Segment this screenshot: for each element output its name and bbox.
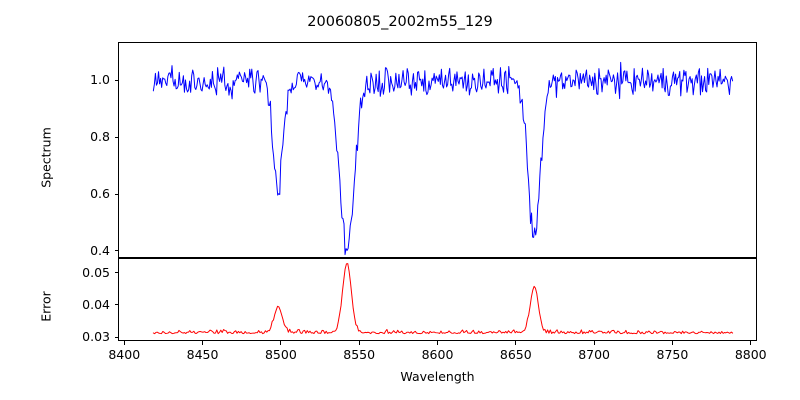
spectrum-y-axis-tick-label: 0.8: [90, 129, 110, 145]
spectrum-y-axis-tick-label: 0.6: [90, 186, 110, 202]
error-y-axis-tick-label: 0.03: [82, 329, 110, 345]
x-axis-tick-label: 8700: [578, 347, 611, 362]
error-y-axis-tick: [114, 336, 118, 338]
x-axis-tick: [436, 341, 439, 345]
error-y-axis-tick-label: 0.05: [82, 264, 110, 280]
x-axis-label: Wavelength: [400, 369, 475, 384]
x-axis-tick-label: 8600: [421, 347, 454, 362]
chart-title: 20060805_2002m55_129: [307, 14, 493, 30]
spectrum-y-axis-label: Spectrum: [38, 127, 54, 188]
spectrum-y-axis-tick: [114, 250, 118, 252]
spectrum-y-axis-tick: [114, 136, 118, 138]
x-axis-tick: [202, 341, 204, 345]
spectrum-y-axis-tick: [114, 79, 118, 81]
x-axis-tick-label: 8450: [186, 347, 219, 362]
error-y-axis-tick: [114, 271, 118, 274]
x-axis-tick: [671, 341, 673, 345]
x-axis-tick: [593, 341, 595, 345]
error-series-svg: [152, 263, 734, 335]
x-axis-tick: [280, 341, 282, 345]
x-axis-tick-label: 8650: [499, 347, 532, 362]
spectrum-y-axis-tick-label: 1.0: [90, 72, 110, 88]
error-y-axis-tick-label: 0.04: [82, 296, 110, 312]
error-y-axis-label: Error: [38, 291, 54, 322]
x-axis-tick: [123, 341, 125, 345]
x-axis-tick-label: 8400: [108, 347, 141, 362]
x-axis-tick-label: 8500: [264, 347, 297, 362]
spectrum-plot-area: [118, 42, 757, 258]
x-axis-tick-label: 8800: [734, 347, 767, 362]
error-plot-area: [118, 258, 757, 341]
x-axis-tick-label: 8550: [343, 347, 376, 362]
x-axis-tick: [358, 341, 360, 345]
error-y-axis-tick: [114, 304, 118, 306]
x-axis-tick: [515, 341, 517, 345]
spectrum-series-svg: [152, 61, 734, 256]
spectrum-y-axis-tick-label: 0.4: [90, 242, 110, 258]
spectrum-y-axis-tick: [114, 193, 118, 195]
x-axis-tick: [750, 341, 752, 345]
x-axis-tick-label: 8750: [656, 347, 689, 362]
